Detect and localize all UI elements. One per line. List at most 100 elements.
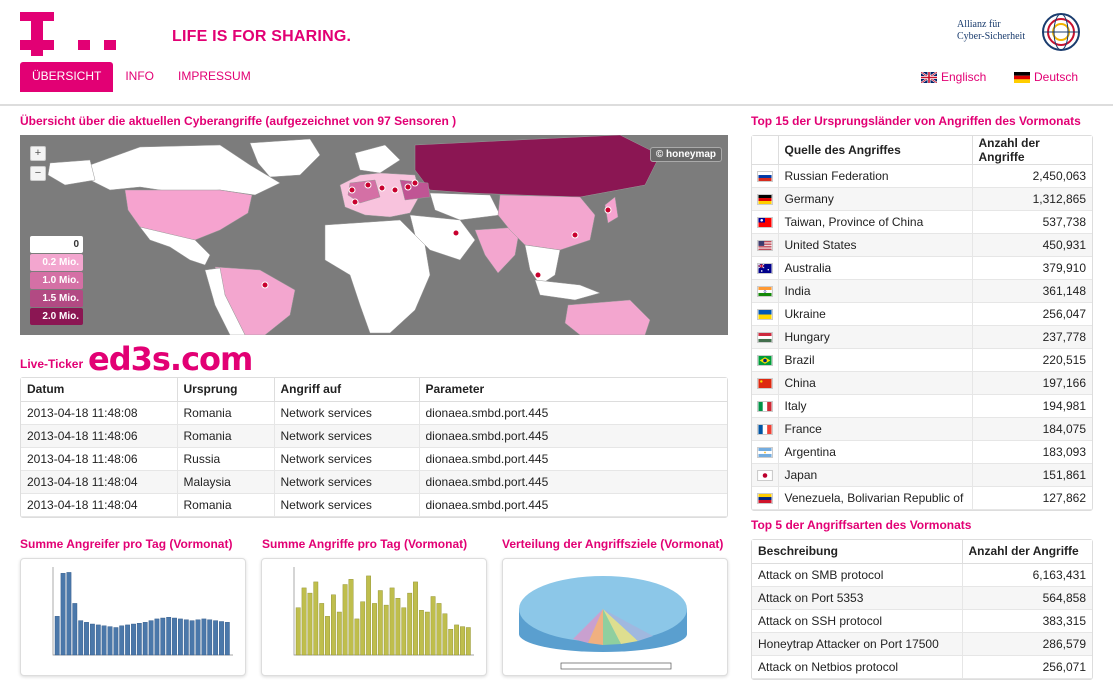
india-flag-icon <box>756 286 773 298</box>
table-row: Japan 151,861 <box>752 463 1092 487</box>
chart-bar <box>319 603 325 656</box>
chart-bar <box>424 611 430 656</box>
honeymap-badge[interactable]: © honeymap <box>649 147 722 162</box>
chart-bar <box>60 573 66 656</box>
chart-bar <box>413 581 418 656</box>
flag-cell <box>752 256 779 280</box>
chart-bar <box>78 620 84 656</box>
cell-country: Japan <box>778 463 973 487</box>
chart-bar <box>142 622 148 656</box>
table-row: Venezuela, Bolivarian Republic of 127,862 <box>752 486 1092 510</box>
allianz-cyber-sicherheit-logo[interactable]: Allianz für Cyber-Sicherheit <box>957 12 1083 52</box>
cell-target: Network services <box>274 493 420 517</box>
table-row: India 361,148 <box>752 279 1092 303</box>
pie-slice <box>603 609 653 641</box>
map-zoom-out-button[interactable]: − <box>30 166 46 181</box>
chart-bar <box>113 627 119 656</box>
slogan: LIFE IS FOR SHARING. <box>172 28 352 45</box>
cell-description: Attack on Port 5353 <box>752 586 963 610</box>
usa-flag-icon <box>756 240 773 252</box>
cell-count: 184,075 <box>972 417 1092 441</box>
table-row: United States 450,931 <box>752 233 1092 257</box>
table-header-row: Datum Ursprung Angriff auf Parameter <box>21 378 727 402</box>
chart-angriffe-thumbnail[interactable] <box>261 558 487 676</box>
chart-bar <box>189 620 195 656</box>
cell-count: 450,931 <box>972 233 1092 257</box>
cell-country: United States <box>778 233 973 257</box>
chart-verteilung-title: Verteilung der Angriffsziele (Vormonat) <box>502 537 724 551</box>
chart-bar <box>460 626 465 656</box>
chart-bar <box>131 623 136 656</box>
telekom-logo[interactable] <box>20 12 120 58</box>
table-row: Attack on SSH protocol 383,315 <box>752 609 1092 633</box>
nav-info[interactable]: INFO <box>125 69 155 83</box>
chart-bar <box>148 620 154 656</box>
australia-flag-icon <box>756 263 773 275</box>
chart-bar <box>465 627 471 656</box>
table-row: China 197,166 <box>752 371 1092 395</box>
cell-count: 256,047 <box>972 302 1092 326</box>
chart-bar <box>183 619 189 656</box>
chart-bar <box>401 607 407 656</box>
chart-bar <box>125 624 131 656</box>
cell-country: France <box>778 417 973 441</box>
nav-uebersicht[interactable]: ÜBERSICHT <box>20 62 114 92</box>
chart-bar <box>213 620 218 656</box>
table-row: 2013-04-18 11:48:04 Malaysia Network servi… <box>21 470 727 494</box>
attack-world-map[interactable]: + − © honeymap 0 0.2 Mio. 1.0 Mio. 1.5 M… <box>20 135 728 335</box>
chart-bar <box>119 625 125 656</box>
flag-cell <box>752 210 779 234</box>
chart-bar <box>136 622 142 656</box>
germany-flag-icon <box>756 194 773 206</box>
chart-bar <box>330 594 336 656</box>
flag-cell <box>752 187 779 211</box>
cell-count: 151,861 <box>972 463 1092 487</box>
cell-country: Ukraine <box>778 302 973 326</box>
top-attacks-title: Top 5 der Angriffsarten des Vormonats <box>751 518 972 532</box>
cell-target: Network services <box>274 424 420 448</box>
cell-country: China <box>778 371 973 395</box>
cell-count: 383,315 <box>962 609 1092 633</box>
table-header-row: Quelle des Angriffes Anzahl der Angriffe <box>752 136 1092 165</box>
flag-cell <box>752 440 779 464</box>
live-ticker-title: Live-Ticker <box>20 357 84 371</box>
table-row: Argentina 183,093 <box>752 440 1092 464</box>
cell-date: 2013-04-18 11:48:04 <box>21 493 178 517</box>
top-attacks-table: Beschreibung Anzahl der Angriffe Attack … <box>751 539 1093 680</box>
table-row: Australia 379,910 <box>752 256 1092 280</box>
pie-slice <box>573 609 603 643</box>
map-section-title: Übersicht über die aktuellen Cyberangrif… <box>20 114 457 128</box>
chart-bar <box>448 628 454 656</box>
table-row: Honeytrap Attacker on Port 17500 286,579 <box>752 632 1092 656</box>
chart-bar <box>166 617 172 656</box>
language-german-link[interactable]: Deutsch <box>1014 70 1078 84</box>
chart-bar <box>84 622 89 656</box>
map-zoom-in-button[interactable]: + <box>30 146 46 161</box>
main-nav: ÜBERSICHT INFO IMPRESSUM <box>20 62 263 92</box>
chart-bar <box>442 613 448 656</box>
cell-count: 537,738 <box>972 210 1092 234</box>
cell-param: dionaea.smbd.port.445 <box>419 493 727 517</box>
chart-angreifer-thumbnail[interactable] <box>20 558 246 676</box>
cell-country: Venezuela, Bolivarian Republic of <box>778 486 973 510</box>
logo-dot <box>20 40 32 50</box>
pie-slice <box>603 609 621 645</box>
chart-bar <box>307 592 313 656</box>
table-row: Ukraine 256,047 <box>752 302 1092 326</box>
table-row: Brazil 220,515 <box>752 348 1092 372</box>
chart-bar <box>219 621 224 656</box>
china-flag-icon <box>756 378 773 390</box>
nav-impressum[interactable]: IMPRESSUM <box>178 69 251 83</box>
cell-date: 2013-04-18 11:48:06 <box>21 424 178 448</box>
chart-verteilung-thumbnail[interactable] <box>502 558 728 676</box>
legend-item: 1.5 Mio. <box>30 290 83 307</box>
cell-target: Network services <box>274 470 420 494</box>
cell-country: Argentina <box>778 440 973 464</box>
chart-bar <box>454 624 459 656</box>
table-row: Italy 194,981 <box>752 394 1092 418</box>
cell-date: 2013-04-18 11:48:04 <box>21 470 178 494</box>
uk-flag-icon <box>921 71 937 83</box>
logo-dot <box>104 40 116 50</box>
language-english-link[interactable]: Englisch <box>921 70 986 84</box>
table-row: Germany 1,312,865 <box>752 187 1092 211</box>
